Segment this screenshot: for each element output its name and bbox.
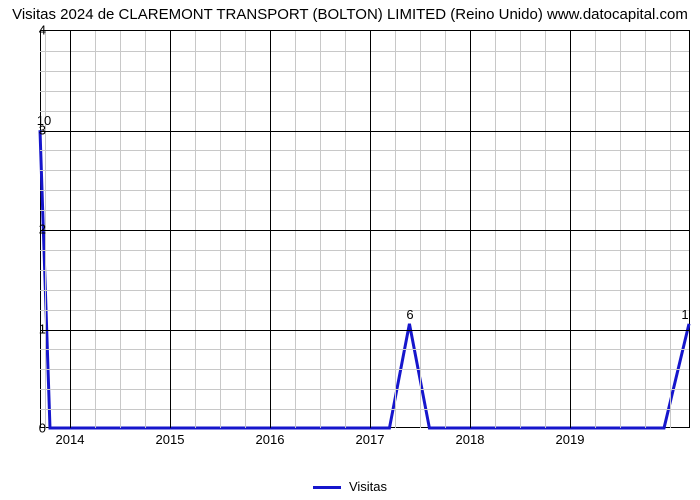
peak-label: 10	[37, 113, 51, 128]
y-gridline-major	[40, 131, 689, 132]
legend-swatch	[313, 486, 341, 489]
y-gridline-minor	[40, 170, 689, 171]
y-tick-label: 4	[16, 23, 46, 38]
y-tick-label: 1	[16, 321, 46, 336]
x-tick-label: 2017	[356, 432, 385, 447]
x-gridline-major	[170, 31, 171, 428]
y-tick-label: 2	[16, 222, 46, 237]
x-gridline-major	[470, 31, 471, 428]
x-tick-label: 2015	[156, 432, 185, 447]
y-gridline-major	[40, 230, 689, 231]
y-gridline-major	[40, 330, 689, 331]
y-gridline-minor	[40, 290, 689, 291]
y-gridline-minor	[40, 111, 689, 112]
x-gridline-major	[70, 31, 71, 428]
y-gridline-minor	[40, 369, 689, 370]
legend: Visitas	[0, 479, 700, 494]
x-gridline-major	[370, 31, 371, 428]
y-gridline-minor	[40, 349, 689, 350]
y-gridline-minor	[40, 51, 689, 52]
legend-label: Visitas	[349, 479, 387, 494]
x-tick-label: 2014	[56, 432, 85, 447]
plot-area	[40, 30, 690, 428]
y-gridline-minor	[40, 310, 689, 311]
x-tick-label: 2018	[456, 432, 485, 447]
chart-container: Visitas 2024 de CLAREMONT TRANSPORT (BOL…	[0, 0, 700, 500]
y-gridline-minor	[40, 150, 689, 151]
y-gridline-minor	[40, 270, 689, 271]
x-tick-label: 2016	[256, 432, 285, 447]
y-gridline-minor	[40, 210, 689, 211]
y-gridline-minor	[40, 91, 689, 92]
x-gridline-major	[570, 31, 571, 428]
x-tick-label: 2019	[556, 432, 585, 447]
y-gridline-minor	[40, 389, 689, 390]
y-gridline-minor	[40, 409, 689, 410]
y-tick-label: 0	[16, 421, 46, 436]
peak-label: 6	[406, 307, 413, 322]
chart-title: Visitas 2024 de CLAREMONT TRANSPORT (BOL…	[0, 6, 700, 23]
peak-label: 1	[681, 307, 688, 322]
y-gridline-minor	[40, 190, 689, 191]
y-gridline-minor	[40, 71, 689, 72]
x-gridline-major	[270, 31, 271, 428]
y-gridline-minor	[40, 250, 689, 251]
